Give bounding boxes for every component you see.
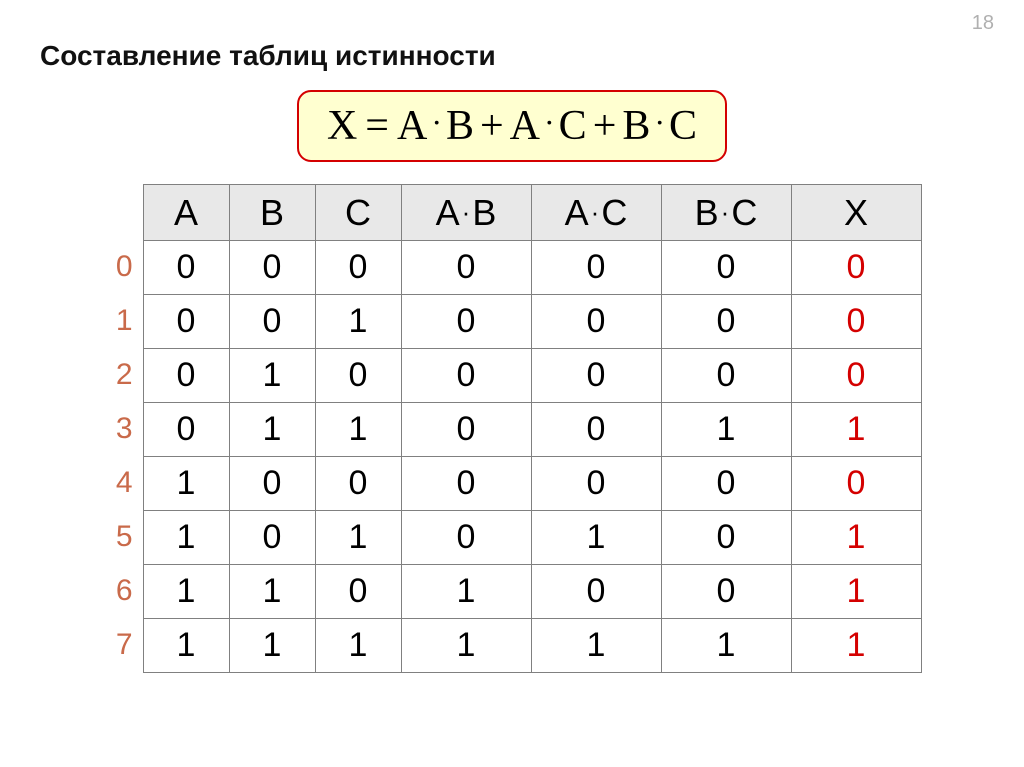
row-label: 1 bbox=[103, 294, 133, 348]
table-cell: 0 bbox=[401, 511, 531, 565]
table-cell: 1 bbox=[531, 619, 661, 673]
table-cell: 1 bbox=[315, 295, 401, 349]
table-cell: 1 bbox=[791, 403, 921, 457]
table-header: A·C bbox=[531, 185, 661, 241]
table-row: 1000000 bbox=[143, 457, 921, 511]
table-cell: 1 bbox=[315, 619, 401, 673]
table-cell: 0 bbox=[661, 241, 791, 295]
table-cell: 1 bbox=[791, 511, 921, 565]
table-cell: 1 bbox=[401, 619, 531, 673]
table-cell: 0 bbox=[661, 511, 791, 565]
row-label: 6 bbox=[103, 564, 133, 618]
table-cell: 1 bbox=[143, 619, 229, 673]
table-cell: 0 bbox=[791, 349, 921, 403]
table-cell: 0 bbox=[531, 295, 661, 349]
table-row: 0100000 bbox=[143, 349, 921, 403]
table-cell: 0 bbox=[315, 349, 401, 403]
row-label: 3 bbox=[103, 402, 133, 456]
row-label: 7 bbox=[103, 618, 133, 672]
table-cell: 0 bbox=[401, 457, 531, 511]
table-cell: 0 bbox=[315, 457, 401, 511]
row-label: 4 bbox=[103, 456, 133, 510]
table-header: X bbox=[791, 185, 921, 241]
table-cell: 1 bbox=[229, 565, 315, 619]
truth-table: ABCA·BA·CB·CX 00000000010000010000001100… bbox=[143, 184, 922, 673]
row-label: 5 bbox=[103, 510, 133, 564]
table-cell: 0 bbox=[401, 349, 531, 403]
table-cell: 0 bbox=[661, 295, 791, 349]
table-cell: 0 bbox=[143, 241, 229, 295]
table-cell: 1 bbox=[401, 565, 531, 619]
table-cell: 0 bbox=[315, 565, 401, 619]
table-header: B bbox=[229, 185, 315, 241]
table-cell: 0 bbox=[229, 295, 315, 349]
table-row: 0000000 bbox=[143, 241, 921, 295]
table-cell: 1 bbox=[661, 619, 791, 673]
table-header: A bbox=[143, 185, 229, 241]
table-cell: 0 bbox=[531, 241, 661, 295]
table-cell: 1 bbox=[531, 511, 661, 565]
table-cell: 0 bbox=[791, 295, 921, 349]
table-cell: 1 bbox=[791, 565, 921, 619]
table-area: 01234567 ABCA·BA·CB·CX 00000000010000010… bbox=[40, 184, 984, 673]
table-cell: 0 bbox=[315, 241, 401, 295]
row-label: 0 bbox=[103, 240, 133, 294]
table-cell: 0 bbox=[531, 349, 661, 403]
table-cell: 0 bbox=[229, 511, 315, 565]
table-cell: 0 bbox=[531, 565, 661, 619]
table-cell: 1 bbox=[791, 619, 921, 673]
table-cell: 1 bbox=[143, 511, 229, 565]
table-cell: 0 bbox=[661, 457, 791, 511]
row-label: 2 bbox=[103, 348, 133, 402]
table-cell: 1 bbox=[143, 565, 229, 619]
table-row: 0110011 bbox=[143, 403, 921, 457]
table-cell: 1 bbox=[315, 403, 401, 457]
table-cell: 0 bbox=[143, 403, 229, 457]
table-cell: 0 bbox=[143, 349, 229, 403]
table-cell: 1 bbox=[315, 511, 401, 565]
table-row: 1111111 bbox=[143, 619, 921, 673]
page-number: 18 bbox=[972, 12, 994, 35]
table-cell: 0 bbox=[791, 457, 921, 511]
page-title: Составление таблиц истинности bbox=[40, 40, 984, 72]
table-header: B·C bbox=[661, 185, 791, 241]
table-cell: 1 bbox=[661, 403, 791, 457]
table-cell: 0 bbox=[401, 403, 531, 457]
table-cell: 0 bbox=[401, 295, 531, 349]
table-row: 0010000 bbox=[143, 295, 921, 349]
table-cell: 0 bbox=[401, 241, 531, 295]
table-cell: 1 bbox=[229, 349, 315, 403]
table-cell: 1 bbox=[143, 457, 229, 511]
formula-container: X=A·B+A·C+B·C bbox=[40, 90, 984, 162]
table-cell: 0 bbox=[661, 565, 791, 619]
table-cell: 1 bbox=[229, 403, 315, 457]
table-cell: 1 bbox=[229, 619, 315, 673]
table-header: C bbox=[315, 185, 401, 241]
table-cell: 0 bbox=[531, 457, 661, 511]
table-cell: 0 bbox=[661, 349, 791, 403]
table-cell: 0 bbox=[229, 241, 315, 295]
table-cell: 0 bbox=[791, 241, 921, 295]
table-cell: 0 bbox=[531, 403, 661, 457]
table-cell: 0 bbox=[229, 457, 315, 511]
table-row: 1101001 bbox=[143, 565, 921, 619]
table-header: A·B bbox=[401, 185, 531, 241]
table-cell: 0 bbox=[143, 295, 229, 349]
row-labels: 01234567 bbox=[103, 184, 133, 673]
table-row: 1010101 bbox=[143, 511, 921, 565]
formula: X=A·B+A·C+B·C bbox=[297, 90, 727, 162]
